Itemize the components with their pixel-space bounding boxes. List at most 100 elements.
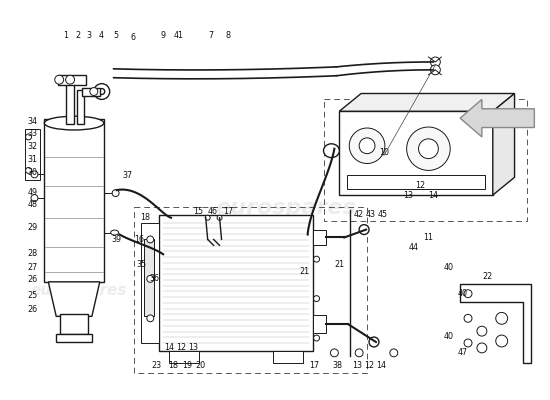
- Polygon shape: [48, 282, 100, 316]
- Polygon shape: [493, 94, 515, 195]
- Text: eurospares: eurospares: [31, 283, 127, 298]
- Text: 20: 20: [196, 361, 206, 370]
- Text: 31: 31: [28, 155, 37, 164]
- Circle shape: [31, 194, 38, 202]
- Text: 21: 21: [300, 266, 310, 276]
- Circle shape: [65, 75, 75, 84]
- Circle shape: [314, 256, 320, 262]
- Circle shape: [369, 337, 379, 347]
- Text: 6: 6: [131, 33, 136, 42]
- Ellipse shape: [111, 230, 119, 235]
- Text: 1: 1: [64, 31, 69, 40]
- Bar: [82, 88, 100, 96]
- Bar: [77, 90, 84, 124]
- Circle shape: [55, 75, 64, 84]
- Bar: [45, 119, 104, 282]
- Text: 10: 10: [379, 148, 389, 157]
- Circle shape: [147, 315, 154, 322]
- Circle shape: [464, 339, 472, 347]
- Circle shape: [477, 343, 487, 353]
- Text: 33: 33: [28, 130, 37, 138]
- Circle shape: [349, 128, 385, 164]
- Circle shape: [431, 65, 441, 75]
- Polygon shape: [339, 94, 515, 111]
- Text: 5: 5: [113, 31, 118, 40]
- Text: 45: 45: [378, 210, 388, 219]
- Circle shape: [496, 335, 508, 347]
- Text: 27: 27: [28, 262, 37, 272]
- Circle shape: [314, 335, 320, 341]
- Text: 36: 36: [149, 274, 160, 283]
- Text: 26: 26: [28, 305, 37, 314]
- Text: 15: 15: [192, 207, 203, 216]
- Bar: [144, 240, 154, 316]
- Text: 43: 43: [366, 210, 376, 219]
- Text: 9: 9: [161, 31, 166, 40]
- Bar: [312, 230, 327, 245]
- Circle shape: [464, 314, 472, 322]
- Circle shape: [419, 139, 438, 158]
- Circle shape: [390, 349, 398, 357]
- Text: 47: 47: [458, 348, 468, 357]
- Text: 13: 13: [188, 344, 198, 352]
- Text: 22: 22: [483, 272, 493, 282]
- Bar: [159, 215, 312, 351]
- Circle shape: [406, 127, 450, 170]
- Text: 11: 11: [424, 233, 433, 242]
- Circle shape: [31, 171, 38, 178]
- Text: 44: 44: [409, 243, 419, 252]
- Bar: [169, 351, 199, 363]
- Text: 34: 34: [28, 117, 37, 126]
- Text: 14: 14: [376, 361, 386, 370]
- Text: 19: 19: [182, 361, 192, 370]
- Text: 12: 12: [176, 344, 186, 352]
- Circle shape: [147, 236, 154, 243]
- Text: 46: 46: [208, 207, 218, 216]
- Text: eurospares: eurospares: [216, 198, 356, 218]
- Text: 38: 38: [332, 361, 342, 370]
- Bar: [60, 314, 88, 334]
- Text: 2: 2: [75, 31, 80, 40]
- Bar: [347, 175, 485, 189]
- Text: 48: 48: [28, 200, 37, 210]
- Text: 12: 12: [364, 361, 374, 370]
- Circle shape: [359, 225, 369, 234]
- Text: 8: 8: [226, 31, 231, 40]
- Circle shape: [205, 215, 210, 220]
- Bar: [141, 223, 159, 343]
- Text: 26: 26: [28, 275, 37, 284]
- Text: 4: 4: [98, 31, 103, 40]
- Circle shape: [496, 312, 508, 324]
- Circle shape: [94, 84, 109, 100]
- Text: 21: 21: [334, 260, 344, 268]
- Circle shape: [147, 276, 154, 282]
- Bar: [312, 315, 327, 333]
- Circle shape: [25, 134, 31, 140]
- Text: 17: 17: [310, 361, 320, 370]
- Text: 13: 13: [404, 190, 414, 200]
- Circle shape: [359, 138, 375, 154]
- Text: 14: 14: [428, 190, 438, 200]
- Circle shape: [217, 215, 222, 220]
- Bar: [56, 334, 92, 342]
- Text: 28: 28: [28, 249, 37, 258]
- Bar: [25, 129, 40, 180]
- Circle shape: [355, 349, 363, 357]
- Text: 18: 18: [168, 361, 178, 370]
- Text: 32: 32: [28, 142, 37, 151]
- Text: 12: 12: [415, 181, 426, 190]
- Text: 40: 40: [443, 332, 453, 340]
- Text: 29: 29: [28, 223, 37, 232]
- Text: 14: 14: [164, 344, 174, 352]
- Bar: [66, 80, 74, 124]
- Text: 35: 35: [136, 260, 146, 268]
- Text: 13: 13: [352, 361, 362, 370]
- Polygon shape: [339, 111, 493, 195]
- Text: 40: 40: [443, 262, 453, 272]
- Polygon shape: [460, 100, 535, 137]
- Circle shape: [477, 326, 487, 336]
- Text: 16: 16: [134, 235, 145, 244]
- Text: 49: 49: [28, 188, 37, 197]
- Circle shape: [331, 349, 338, 357]
- Ellipse shape: [45, 116, 104, 130]
